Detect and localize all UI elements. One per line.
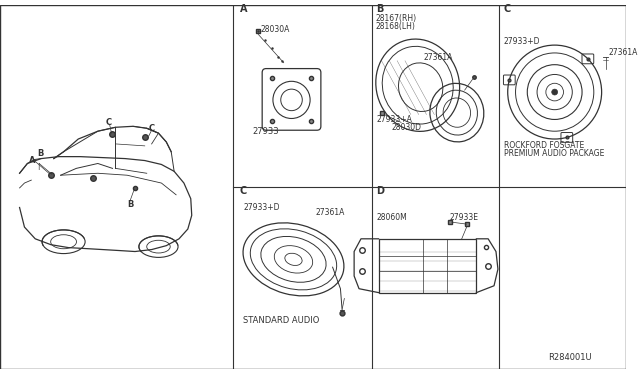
Bar (379, 239, 476, 293)
Text: B: B (127, 200, 134, 209)
Text: |: | (37, 163, 40, 170)
Text: 28030A: 28030A (260, 25, 289, 34)
Text: 27933+A: 27933+A (376, 115, 413, 124)
Text: R284001U: R284001U (548, 353, 591, 362)
Text: 27933+D: 27933+D (244, 203, 280, 212)
Text: 28030D: 28030D (391, 123, 421, 132)
Text: B: B (37, 149, 44, 158)
Text: 27361A: 27361A (316, 208, 346, 217)
Text: 27361A: 27361A (609, 48, 638, 57)
Text: 27933E: 27933E (450, 213, 479, 222)
Text: C: C (106, 118, 112, 127)
Text: C: C (148, 124, 155, 133)
Text: 28168(LH): 28168(LH) (376, 22, 415, 31)
Text: D: D (376, 186, 383, 196)
Text: 28060M: 28060M (376, 213, 408, 222)
Text: 27933+D: 27933+D (504, 37, 540, 46)
Text: A: A (29, 156, 36, 165)
Text: STANDARD AUDIO: STANDARD AUDIO (243, 315, 319, 324)
Text: C: C (239, 186, 247, 196)
Text: PREMIUM AUDIO PACKAGE: PREMIUM AUDIO PACKAGE (504, 149, 604, 158)
Text: A: A (239, 4, 247, 14)
Text: C: C (504, 4, 511, 14)
Text: 27933: 27933 (253, 127, 280, 136)
Circle shape (552, 89, 557, 95)
Text: B: B (376, 4, 383, 14)
Text: 28167(RH): 28167(RH) (376, 14, 417, 23)
Text: 27361A: 27361A (424, 53, 453, 62)
Text: ROCKFORD FOSGATE: ROCKFORD FOSGATE (504, 141, 584, 150)
